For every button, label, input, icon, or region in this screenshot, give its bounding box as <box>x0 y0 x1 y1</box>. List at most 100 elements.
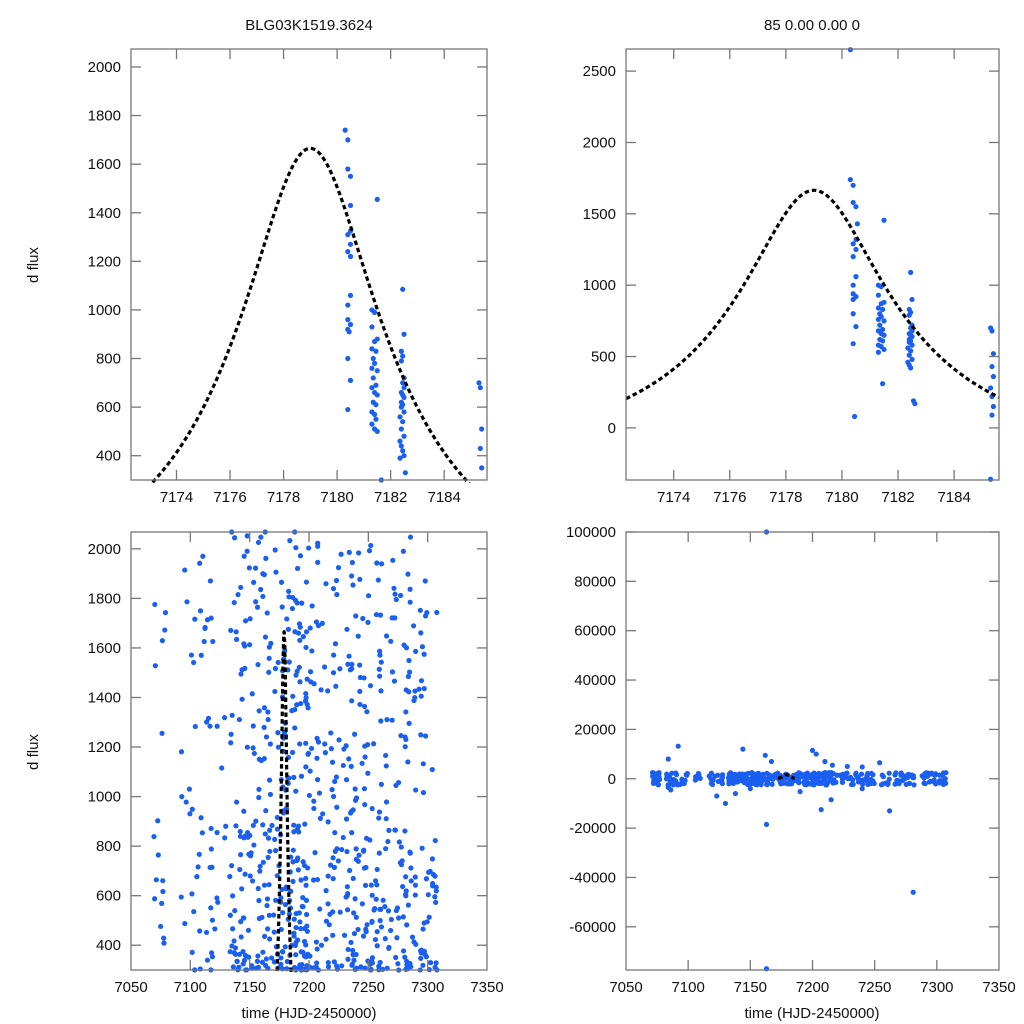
data-point <box>289 749 296 756</box>
data-point <box>374 882 380 888</box>
data-point <box>400 419 406 425</box>
data-point <box>361 847 367 853</box>
data-point <box>325 819 331 825</box>
data-point <box>357 701 363 708</box>
data-point <box>822 758 828 765</box>
data-point <box>188 652 195 658</box>
data-point <box>377 612 384 618</box>
data-point <box>284 958 290 965</box>
data-point <box>303 740 309 746</box>
data-point <box>422 952 428 958</box>
data-point <box>413 787 419 793</box>
data-point <box>246 851 252 857</box>
data-point <box>397 438 403 444</box>
data-point <box>372 905 378 912</box>
data-point <box>293 910 299 917</box>
data-point <box>376 815 382 821</box>
data-point <box>697 775 703 781</box>
data-point <box>747 786 753 792</box>
data-point <box>827 777 834 783</box>
y-tick-label: 20000 <box>574 721 616 738</box>
data-point <box>240 949 246 955</box>
y-tick-label: 80000 <box>574 573 616 590</box>
data-point <box>809 781 816 787</box>
data-point <box>304 923 310 929</box>
data-point <box>305 750 312 756</box>
data-point <box>232 908 238 914</box>
data-point <box>349 666 355 672</box>
data-point <box>372 878 379 884</box>
data-point <box>990 373 996 380</box>
data-point <box>263 956 270 962</box>
data-point <box>249 878 256 884</box>
data-point <box>357 662 363 668</box>
data-point <box>803 782 810 788</box>
data-point <box>187 811 193 817</box>
data-point <box>860 777 866 783</box>
data-point <box>349 829 355 836</box>
data-point <box>272 665 279 672</box>
data-point <box>434 609 440 616</box>
data-point <box>368 542 374 549</box>
data-point <box>347 241 354 247</box>
data-point <box>210 638 216 645</box>
data-point <box>348 763 354 769</box>
data-point <box>664 771 670 777</box>
data-point <box>328 730 334 736</box>
y-tick-label: -20000 <box>569 820 616 837</box>
data-point <box>386 945 392 951</box>
data-point <box>162 627 168 633</box>
data-point <box>290 878 296 884</box>
data-point <box>371 741 377 747</box>
data-point <box>406 689 412 695</box>
data-point <box>429 856 436 862</box>
data-point <box>368 882 374 888</box>
data-point <box>192 616 198 622</box>
data-point <box>245 927 252 933</box>
data-point <box>932 771 939 777</box>
data-point <box>412 892 418 898</box>
data-point <box>198 652 204 658</box>
data-point <box>851 413 858 420</box>
data-point <box>377 906 383 912</box>
x-tick-label: 7250 <box>352 979 385 996</box>
data-point <box>186 786 193 792</box>
data-point <box>230 893 236 899</box>
data-point <box>400 948 407 954</box>
data-point <box>367 683 374 689</box>
data-point <box>291 916 297 922</box>
data-point <box>347 321 354 328</box>
data-point <box>203 929 210 936</box>
data-point <box>307 625 313 631</box>
data-point <box>407 599 413 605</box>
data-point <box>477 385 483 391</box>
x-tick-label: 7184 <box>427 489 460 506</box>
y-tick-label: 0 <box>608 420 616 437</box>
data-point <box>401 433 407 439</box>
data-point <box>230 964 236 970</box>
data-point <box>683 771 689 778</box>
data-point <box>391 585 397 591</box>
data-point <box>267 827 273 833</box>
data-point <box>352 731 358 737</box>
data-point <box>401 385 407 391</box>
data-point <box>378 659 384 665</box>
data-point <box>161 940 167 946</box>
data-point <box>853 772 859 778</box>
data-point <box>407 586 413 592</box>
data-point <box>349 559 355 566</box>
data-point <box>256 708 262 714</box>
data-point <box>251 842 257 848</box>
data-point <box>222 835 228 841</box>
data-point <box>350 952 356 958</box>
data-point <box>331 864 338 870</box>
data-point <box>201 638 207 645</box>
data-point <box>345 661 351 667</box>
x-tick-label: 7180 <box>825 489 858 506</box>
data-point <box>311 798 317 804</box>
data-point <box>880 326 886 333</box>
data-point <box>204 719 210 725</box>
y-tick-label: 2000 <box>583 134 616 151</box>
data-point <box>348 808 355 815</box>
data-point <box>911 782 917 788</box>
